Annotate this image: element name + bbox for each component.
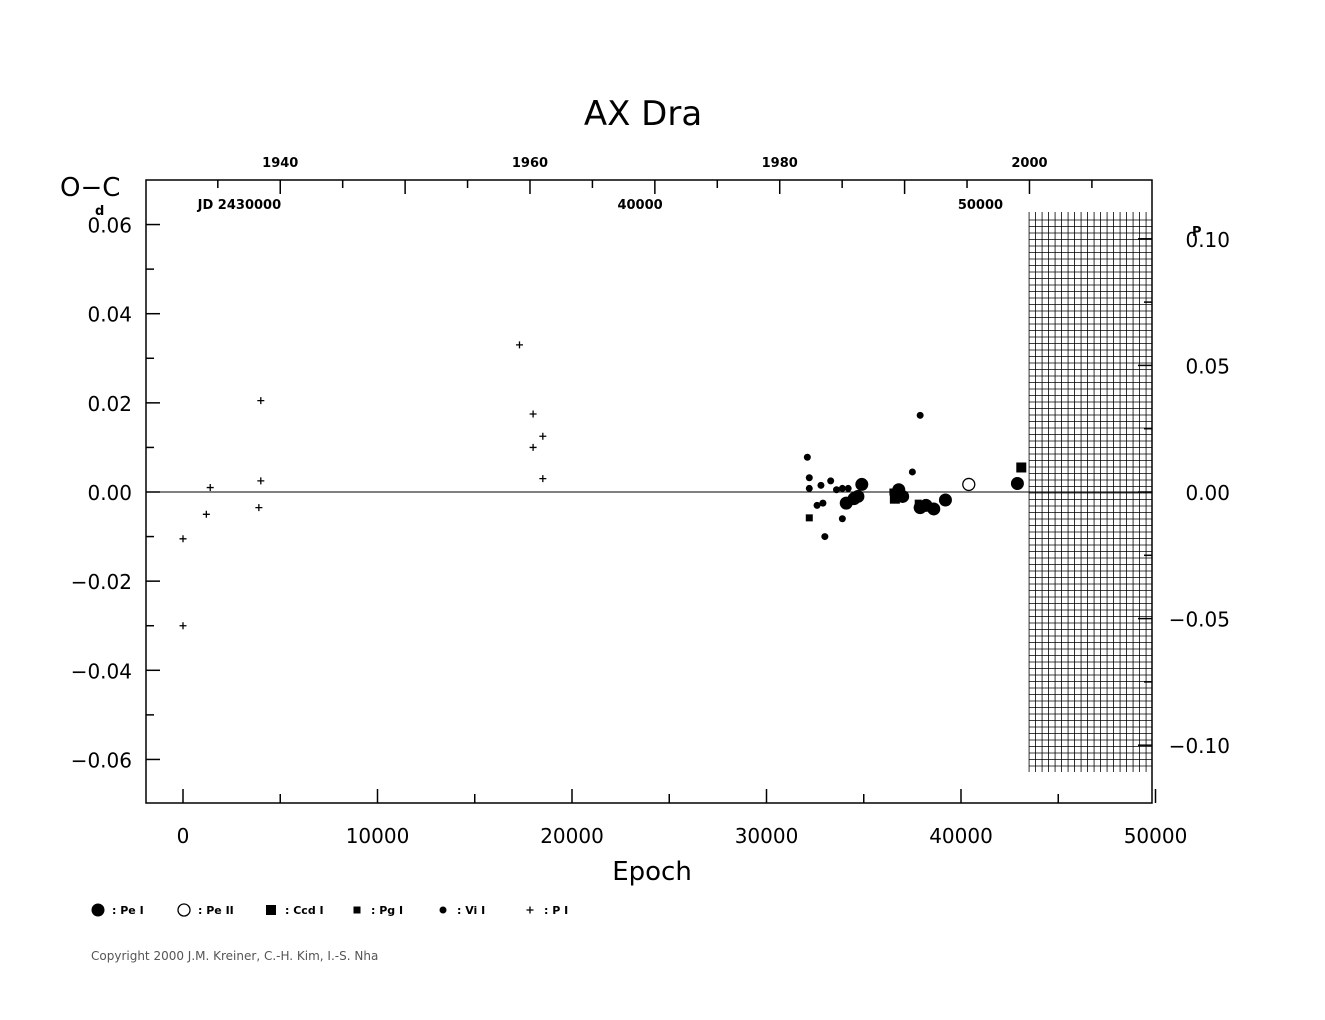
- data-point: [257, 397, 265, 405]
- series-3-points: [805, 488, 922, 522]
- data-point: [914, 499, 922, 507]
- y-tick-label: 0.00: [87, 481, 132, 505]
- data-point: [202, 510, 210, 518]
- data-point: [827, 477, 835, 485]
- series-0-points: [839, 477, 1024, 516]
- data-point: [805, 484, 813, 492]
- y-axis-label: O−C d: [60, 173, 120, 219]
- data-point: [515, 341, 523, 349]
- legend-marker: [353, 906, 361, 914]
- data-point: [838, 484, 846, 492]
- legend-marker: [439, 906, 447, 914]
- data-point: [938, 493, 952, 507]
- y-tick-label: 0.06: [87, 214, 132, 238]
- legend-item: : Vi I: [439, 904, 485, 917]
- top-year-label: 2000: [1011, 156, 1047, 171]
- right-tick-label: 0.00: [1185, 481, 1230, 505]
- series-2-points: [889, 462, 1027, 504]
- data-point: [1016, 462, 1027, 473]
- data-point: [838, 515, 846, 523]
- data-point: [206, 484, 214, 492]
- legend-marker: [91, 903, 105, 917]
- legend-label: : Vi I: [457, 904, 485, 917]
- series-5-points: [179, 341, 547, 630]
- legend-label: : Ccd I: [285, 904, 324, 917]
- top-jd-label: JD 2430000: [197, 198, 281, 213]
- legend-item: : Pg I: [353, 904, 403, 917]
- data-point: [889, 493, 900, 504]
- data-point: [962, 477, 976, 492]
- data-point: [539, 432, 547, 440]
- legend-marker: [526, 906, 534, 914]
- legend-label: : Pg I: [371, 904, 403, 917]
- data-point: [908, 468, 916, 476]
- x-axis-title: Epoch: [612, 857, 692, 887]
- legend-item: : Pe I: [91, 903, 144, 917]
- x-tick-label: 40000: [929, 824, 993, 848]
- x-tick-label: 20000: [540, 824, 604, 848]
- top-year-label: 1960: [512, 156, 548, 171]
- legend-item: : P I: [526, 904, 568, 917]
- data-point: [916, 411, 924, 419]
- top-jd-label: 50000: [958, 198, 1003, 213]
- y-tick-label: 0.04: [87, 303, 132, 327]
- right-tick-label: −0.05: [1169, 608, 1230, 632]
- copyright-text: Copyright 2000 J.M. Kreiner, C.-H. Kim, …: [91, 949, 378, 963]
- data-point: [821, 533, 829, 541]
- plot-area: 0 10000 20000 30000 40000 50000 0.06 0.04 0.02 0.…: [71, 156, 1230, 848]
- data-point: [855, 477, 869, 491]
- data-point: [817, 481, 825, 489]
- legend-label: : Pe I: [112, 904, 144, 917]
- series-1-points: [962, 477, 976, 492]
- legend-marker: [266, 905, 276, 915]
- data-point: [529, 410, 537, 418]
- top-year-label: 1940: [262, 156, 298, 171]
- y-tick-label: −0.06: [71, 748, 132, 772]
- data-point: [927, 502, 941, 516]
- data-point: [255, 504, 263, 512]
- data-point: [179, 622, 187, 630]
- y-axis-title: O−C: [60, 173, 120, 203]
- data-point: [805, 474, 813, 482]
- legend-marker: [177, 903, 191, 917]
- series-4-points: [803, 411, 924, 541]
- data-point: [257, 477, 265, 485]
- data-point: [844, 484, 852, 492]
- legend-item: : Pe II: [177, 903, 234, 917]
- data-point: [889, 488, 897, 496]
- chart-title: AX Dra: [584, 94, 702, 134]
- data-point: [819, 499, 827, 507]
- data-point: [803, 453, 811, 461]
- data-point: [833, 486, 841, 494]
- x-tick-label: 10000: [346, 824, 410, 848]
- legend-label: : P I: [544, 904, 568, 917]
- right-tick-label: −0.10: [1169, 734, 1230, 758]
- data-point: [1010, 477, 1024, 491]
- x-tick-label: 0: [177, 824, 190, 848]
- x-tick-label: 30000: [735, 824, 799, 848]
- right-tick-label: 0.10: [1185, 228, 1230, 252]
- data-point: [529, 443, 537, 451]
- top-jd-label: 40000: [617, 198, 662, 213]
- data-point: [539, 475, 547, 483]
- data-point: [851, 489, 865, 503]
- y-tick-label: 0.02: [87, 392, 132, 416]
- legend: : Pe I : Pe II : Ccd I : Pg I : Vi I : P I: [91, 903, 568, 917]
- data-point: [813, 501, 821, 509]
- y-tick-label: −0.02: [71, 570, 132, 594]
- legend-item: : Ccd I: [266, 904, 324, 917]
- data-point: [805, 514, 813, 522]
- y-tick-label: −0.04: [71, 659, 132, 683]
- data-point: [179, 535, 187, 543]
- top-year-label: 1980: [762, 156, 798, 171]
- y-axis-unit: d: [95, 204, 104, 219]
- right-tick-label: 0.05: [1185, 354, 1230, 378]
- legend-label: : Pe II: [198, 904, 234, 917]
- x-tick-label: 50000: [1124, 824, 1188, 848]
- right-axis-unit: P: [1192, 225, 1202, 240]
